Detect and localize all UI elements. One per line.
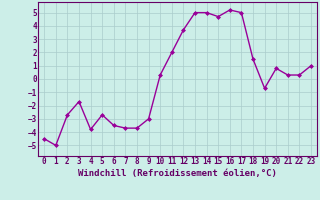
X-axis label: Windchill (Refroidissement éolien,°C): Windchill (Refroidissement éolien,°C) <box>78 169 277 178</box>
